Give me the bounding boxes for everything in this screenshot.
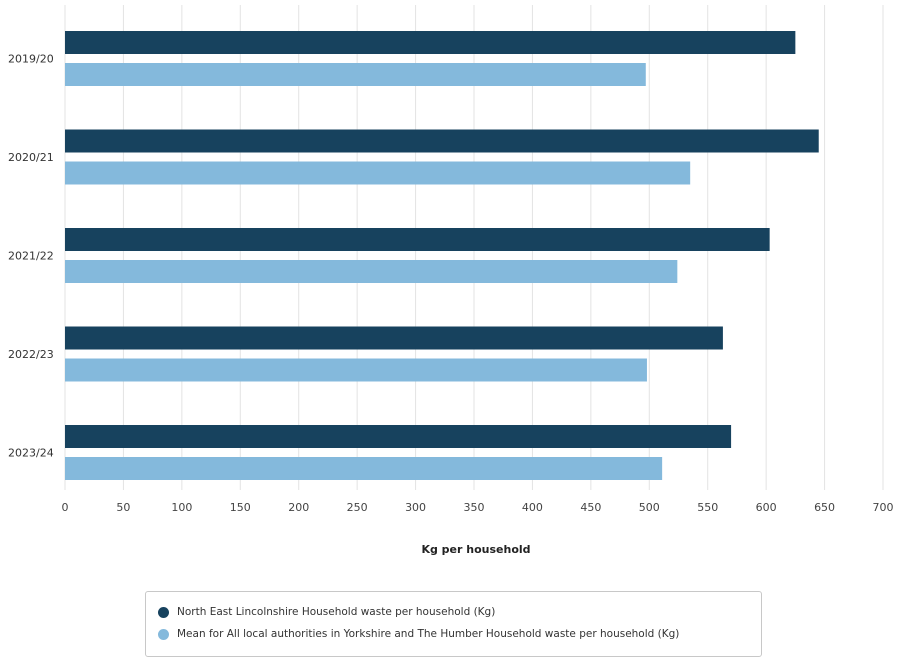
x-tick-label-700: 700 bbox=[873, 501, 894, 514]
bar-2021-22-series-2[interactable] bbox=[65, 260, 678, 283]
bar-2020-21-series-1[interactable] bbox=[65, 129, 819, 153]
category-label-2021-22: 2021/22 bbox=[8, 250, 54, 263]
legend-swatch-north-east-lincolnshire bbox=[158, 606, 169, 618]
x-tick-label-400: 400 bbox=[522, 501, 543, 514]
x-tick-label-100: 100 bbox=[171, 501, 192, 514]
category-label-2022-23: 2022/23 bbox=[8, 348, 54, 361]
legend-item-yorkshire-mean[interactable]: Mean for All local authorities in Yorksh… bbox=[158, 623, 749, 645]
bar-chart: 2019/20 2020/21 2021/22 2022/23 2023/24 0 50 1… bbox=[8, 5, 894, 556]
x-tick-label-450: 450 bbox=[580, 501, 601, 514]
x-tick-label-300: 300 bbox=[405, 501, 426, 514]
x-tick-label-550: 550 bbox=[697, 501, 718, 514]
x-tick-labels: 0 50 100 150 200 250 300 350 400 450 500 550 600 650 7… bbox=[62, 501, 894, 514]
x-tick-label-200: 200 bbox=[288, 501, 309, 514]
category-label-2023-24: 2023/24 bbox=[8, 447, 54, 460]
bar-2021-22-series-1[interactable] bbox=[65, 228, 770, 251]
x-tick-label-650: 650 bbox=[814, 501, 835, 514]
x-tick-label-250: 250 bbox=[347, 501, 368, 514]
category-label-2019-20: 2019/20 bbox=[8, 53, 54, 66]
bar-2023-24-series-1[interactable] bbox=[65, 425, 732, 448]
x-tick-label-600: 600 bbox=[756, 501, 777, 514]
bars bbox=[65, 31, 819, 480]
legend-swatch-yorkshire-mean bbox=[158, 628, 169, 640]
x-tick-label-350: 350 bbox=[464, 501, 485, 514]
x-tick-label-150: 150 bbox=[230, 501, 251, 514]
legend-label-north-east-lincolnshire: North East Lincolnshire Household waste … bbox=[177, 606, 496, 618]
bar-2019-20-series-1[interactable] bbox=[65, 31, 796, 54]
bar-2019-20-series-2[interactable] bbox=[65, 63, 646, 86]
bar-2022-23-series-1[interactable] bbox=[65, 326, 723, 350]
legend-label-yorkshire-mean: Mean for All local authorities in Yorksh… bbox=[177, 628, 680, 640]
category-label-2020-21: 2020/21 bbox=[8, 151, 54, 164]
legend: North East Lincolnshire Household waste … bbox=[145, 591, 762, 657]
legend-item-north-east-lincolnshire[interactable]: North East Lincolnshire Household waste … bbox=[158, 601, 749, 623]
bar-2023-24-series-2[interactable] bbox=[65, 457, 663, 480]
x-axis-title: Kg per household bbox=[421, 543, 530, 556]
category-labels: 2019/20 2020/21 2021/22 2022/23 2023/24 bbox=[8, 53, 54, 460]
x-tick-label-0: 0 bbox=[62, 501, 69, 514]
x-tick-label-50: 50 bbox=[116, 501, 130, 514]
bar-2020-21-series-2[interactable] bbox=[65, 161, 691, 185]
x-tick-label-500: 500 bbox=[639, 501, 660, 514]
bar-2022-23-series-2[interactable] bbox=[65, 358, 647, 382]
